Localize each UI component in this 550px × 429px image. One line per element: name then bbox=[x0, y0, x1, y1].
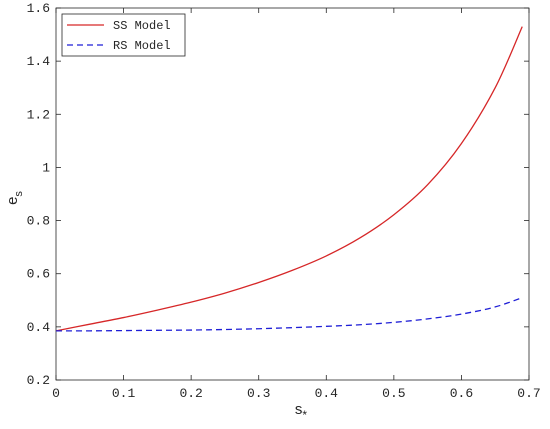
y-tick-label: 0.4 bbox=[27, 320, 51, 335]
x-tick-label: 0.2 bbox=[179, 386, 202, 401]
axes bbox=[55, 7, 530, 381]
series-line-ss-model bbox=[55, 26, 523, 332]
series-line-rs-model bbox=[55, 297, 523, 332]
plot-frame bbox=[55, 7, 530, 381]
y-tick-label: 0.6 bbox=[27, 267, 50, 282]
x-tick-label: 0.6 bbox=[450, 386, 473, 401]
legend-box bbox=[61, 13, 186, 57]
y-tick-label: 0.2 bbox=[27, 373, 50, 388]
y-tick-label: 1.4 bbox=[27, 54, 51, 69]
y-tick-label: 1.6 bbox=[27, 1, 50, 16]
x-axis-label: s* bbox=[295, 401, 308, 422]
legend-label-ss-model: SS Model bbox=[113, 19, 171, 33]
y-tick-label: 1.2 bbox=[27, 107, 50, 122]
legend-label-rs-model: RS Model bbox=[113, 39, 171, 53]
x-tick-label: 0.5 bbox=[382, 386, 405, 401]
y-axis: 0.2 0.4 0.6 0.8 1 1.2 1.4 1.6 bbox=[27, 1, 529, 388]
x-axis: 0 0.1 0.2 0.3 0.4 0.5 0.6 0.7 bbox=[52, 8, 541, 401]
legend: SS Model RS Model bbox=[61, 13, 186, 57]
x-tick-label: 0 bbox=[52, 386, 60, 401]
x-tick-label: 0.4 bbox=[315, 386, 339, 401]
y-tick-label: 1 bbox=[42, 160, 50, 175]
x-tick-label: 0.7 bbox=[517, 386, 540, 401]
x-tick-label: 0.3 bbox=[247, 386, 270, 401]
y-tick-label: 0.8 bbox=[27, 214, 50, 229]
y-axis-label: es bbox=[4, 191, 25, 205]
x-tick-label: 0.1 bbox=[112, 386, 136, 401]
series-layer bbox=[55, 26, 523, 332]
